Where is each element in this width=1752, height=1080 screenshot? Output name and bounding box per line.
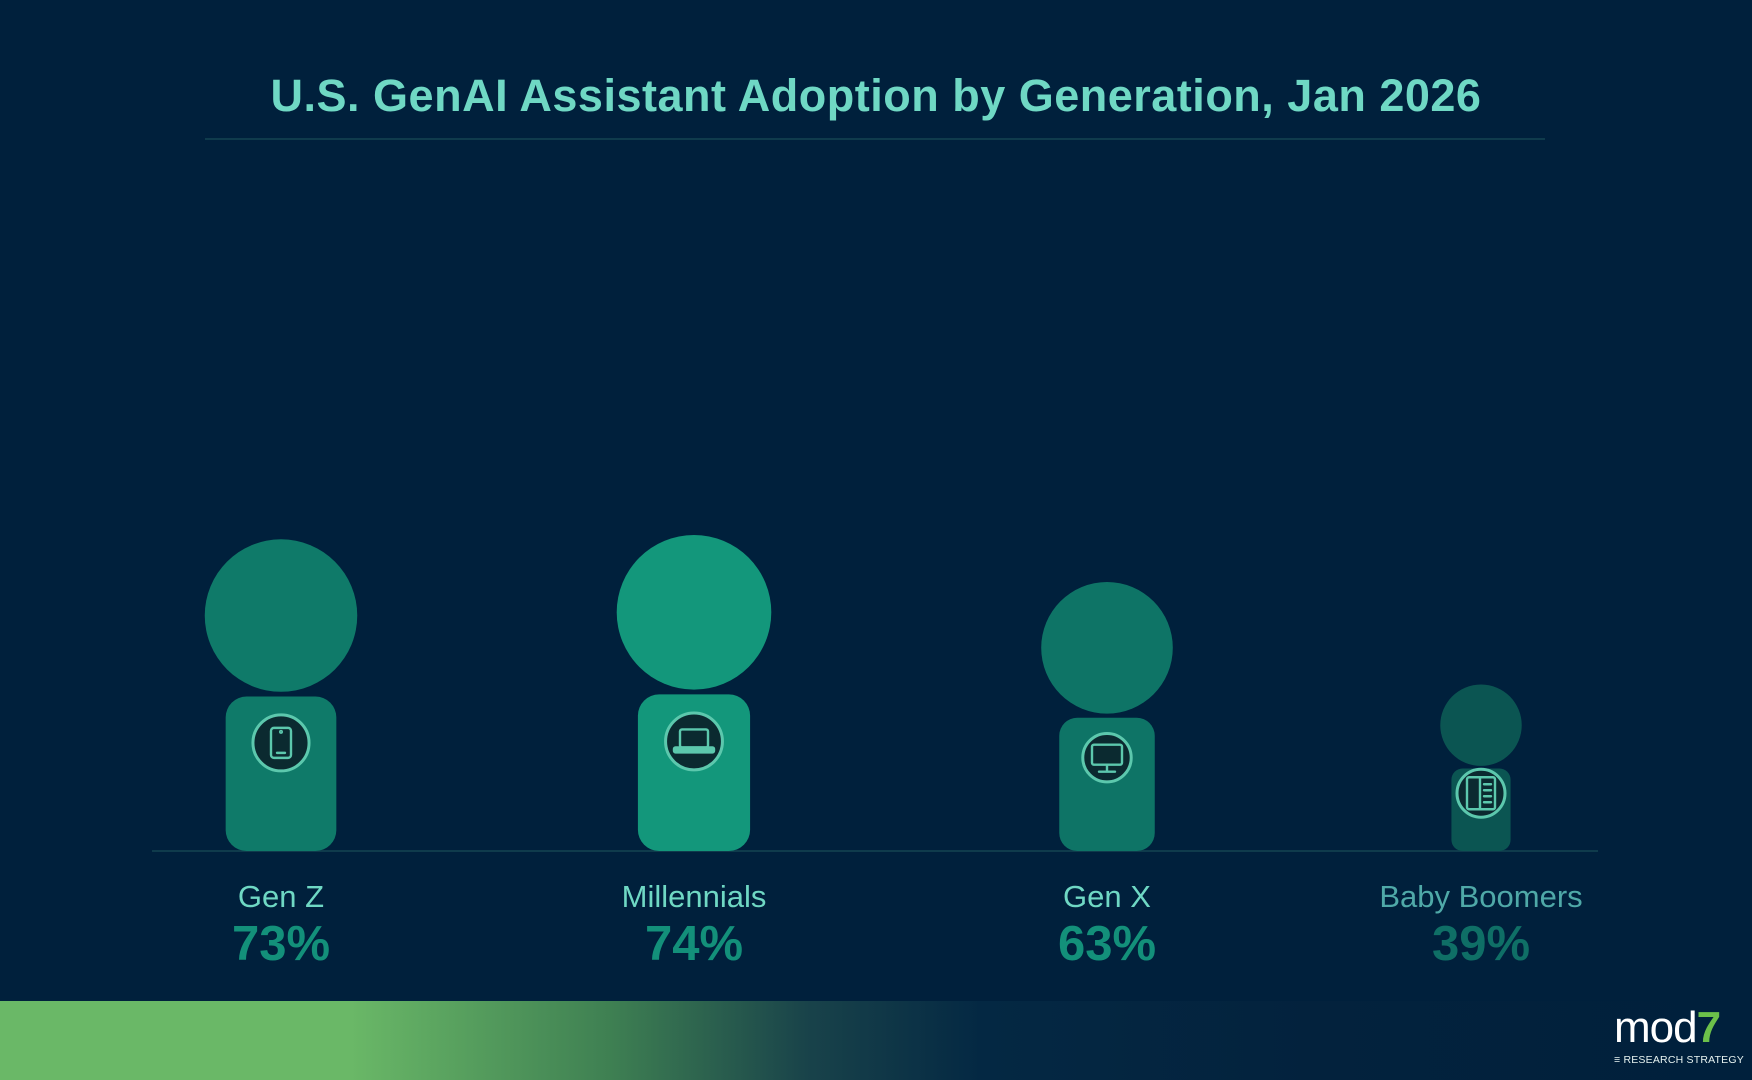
laptop-icon xyxy=(672,728,716,754)
desktop-monitor-icon-badge xyxy=(1081,731,1133,784)
figure-gen-z: Gen Z73% xyxy=(204,539,358,971)
e-reader-icon xyxy=(1465,776,1497,811)
logo-wordmark: mod7 xyxy=(1614,1003,1722,1052)
tablet-icon xyxy=(269,726,293,760)
title-divider xyxy=(205,138,1545,140)
category-label: Baby Boomers xyxy=(1379,879,1582,914)
category-label: Gen Z xyxy=(238,879,324,914)
figure-head xyxy=(1041,581,1173,714)
category-label: Millennials xyxy=(622,879,767,914)
logo-tagline: ≡ RESEARCH STRATEGY xyxy=(1614,1054,1744,1066)
footer-gradient-band xyxy=(0,1001,1752,1080)
desktop-monitor-icon xyxy=(1090,743,1124,773)
category-label: Gen X xyxy=(1063,879,1151,914)
laptop-icon-badge xyxy=(664,711,724,772)
chart-title: U.S. GenAI Assistant Adoption by Generat… xyxy=(270,70,1482,121)
figure-head xyxy=(1440,684,1522,766)
figure-head xyxy=(616,535,772,690)
value-label: 39% xyxy=(1432,917,1530,971)
value-label: 73% xyxy=(232,917,330,971)
tablet-icon-badge xyxy=(251,713,311,773)
value-label: 74% xyxy=(645,917,743,971)
logo-brand: mod xyxy=(1614,1003,1698,1052)
brand-logo: mod7 ≡ RESEARCH STRATEGY xyxy=(1608,1004,1746,1076)
figure-head xyxy=(204,539,358,692)
logo-brand-suffix: 7 xyxy=(1696,1003,1722,1052)
figure-gen-x: Gen X63% xyxy=(1041,581,1173,971)
value-label: 63% xyxy=(1058,917,1156,971)
